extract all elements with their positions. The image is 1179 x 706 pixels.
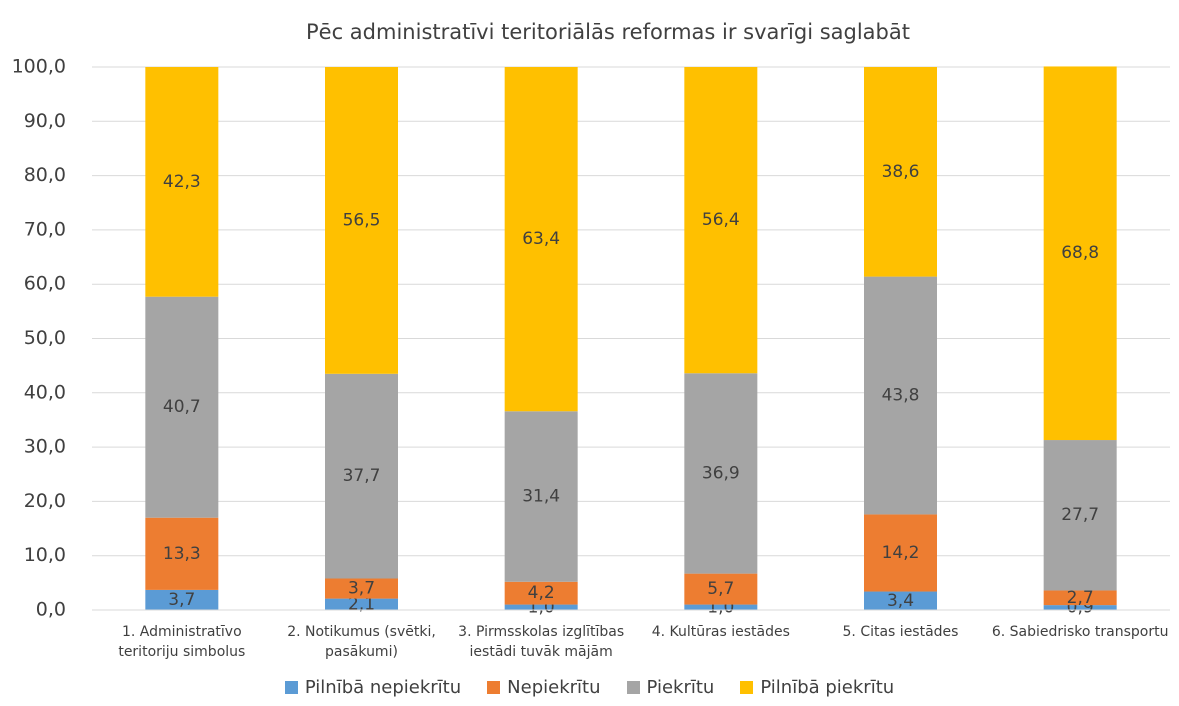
data-label: 63,4	[522, 229, 560, 249]
bar-segment	[684, 373, 758, 574]
y-tick-label: 30,0	[24, 436, 66, 458]
bar-segment	[864, 514, 937, 592]
x-tick-label: 3. Pirmsskolas izglītības iestādi tuvāk …	[458, 624, 625, 660]
bar-segment	[1043, 605, 1117, 610]
y-tick-label: 10,0	[24, 544, 66, 566]
bar-segment	[325, 67, 398, 374]
data-label: 56,5	[343, 210, 381, 230]
data-label: 3,7	[348, 579, 375, 599]
data-label: 43,8	[882, 386, 920, 406]
x-tick-label: 5. Citas iestādes	[842, 624, 959, 640]
bar-segment	[504, 411, 578, 582]
bar-segment	[684, 67, 758, 374]
bar-segment	[684, 604, 758, 610]
y-tick-label: 20,0	[24, 490, 66, 512]
y-tick-label: 50,0	[24, 327, 66, 349]
bar-segment	[1043, 440, 1117, 591]
data-label: 5,7	[707, 579, 734, 599]
bar-segment	[145, 517, 219, 590]
legend-item: Piekrītu	[626, 677, 715, 698]
bar-segment	[325, 598, 398, 610]
x-tick-label: 2. Notikumus (svētki, pasākumi)	[287, 624, 436, 660]
legend-item: Nepiekrītu	[487, 677, 601, 698]
legend: Pilnībā nepiekrītu Nepiekrītu Piekrītu Piln…	[0, 677, 1179, 698]
data-label: 14,2	[882, 543, 920, 563]
legend-label: Pilnībā nepiekrītu	[304, 677, 462, 698]
bar-segment	[325, 578, 398, 599]
data-label: 56,4	[702, 210, 740, 230]
bar-segment	[504, 604, 578, 610]
data-label: 68,8	[1061, 243, 1099, 263]
bar-segment	[504, 581, 578, 605]
legend-item: Pilnībā piekrītu	[740, 677, 894, 698]
y-tick-label: 80,0	[24, 164, 66, 186]
y-tick-label: 90,0	[24, 110, 66, 132]
bar-segment	[864, 276, 937, 515]
legend-swatch	[487, 681, 501, 694]
y-tick-label: 70,0	[24, 218, 66, 240]
x-tick-label: 6. Sabiedrisko transportu	[991, 624, 1169, 640]
chart-title: Pēc administratīvi teritoriālās reformas…	[306, 20, 910, 44]
data-label: 2,7	[1067, 588, 1094, 608]
y-tick-label: 100,0	[12, 56, 66, 78]
data-label: 36,9	[702, 463, 740, 483]
bar-segment	[864, 591, 937, 610]
bar-segment	[504, 67, 578, 412]
data-label: 4,2	[528, 583, 555, 603]
legend-label: Piekrītu	[646, 677, 715, 698]
data-label: 42,3	[163, 172, 201, 192]
data-label: 3,7	[168, 590, 195, 610]
x-tick-label: 4. Kultūras iestādes	[651, 624, 790, 640]
bar-segment	[145, 589, 219, 610]
data-label: 27,7	[1061, 505, 1099, 525]
legend-item: Pilnībā nepiekrītu	[284, 677, 462, 698]
bar-segment	[145, 67, 219, 297]
bar-segment	[1043, 590, 1117, 606]
data-label: 37,7	[343, 466, 381, 486]
bar-segment	[684, 573, 758, 605]
y-tick-label: 60,0	[24, 273, 66, 295]
legend-swatch	[740, 681, 754, 694]
data-label: 13,3	[163, 544, 201, 564]
bar-segment	[325, 373, 398, 579]
data-label: 3,4	[887, 591, 914, 611]
y-tick-label: 0,0	[36, 599, 66, 621]
y-tick-label: 40,0	[24, 381, 66, 403]
data-label: 38,6	[882, 162, 920, 182]
data-label: 2,1	[348, 594, 375, 614]
legend-label: Nepiekrītu	[507, 677, 601, 698]
legend-swatch	[626, 681, 640, 694]
legend-swatch	[284, 681, 298, 694]
data-label: 40,7	[163, 397, 201, 417]
bar-segment	[1043, 66, 1117, 441]
bar-segment	[864, 67, 937, 277]
bar-segment	[145, 296, 219, 518]
x-tick-label: 1. Administratīvo teritoriju simbolus	[118, 624, 246, 660]
legend-label: Pilnībā piekrītu	[760, 677, 895, 698]
data-label: 31,4	[522, 487, 560, 507]
